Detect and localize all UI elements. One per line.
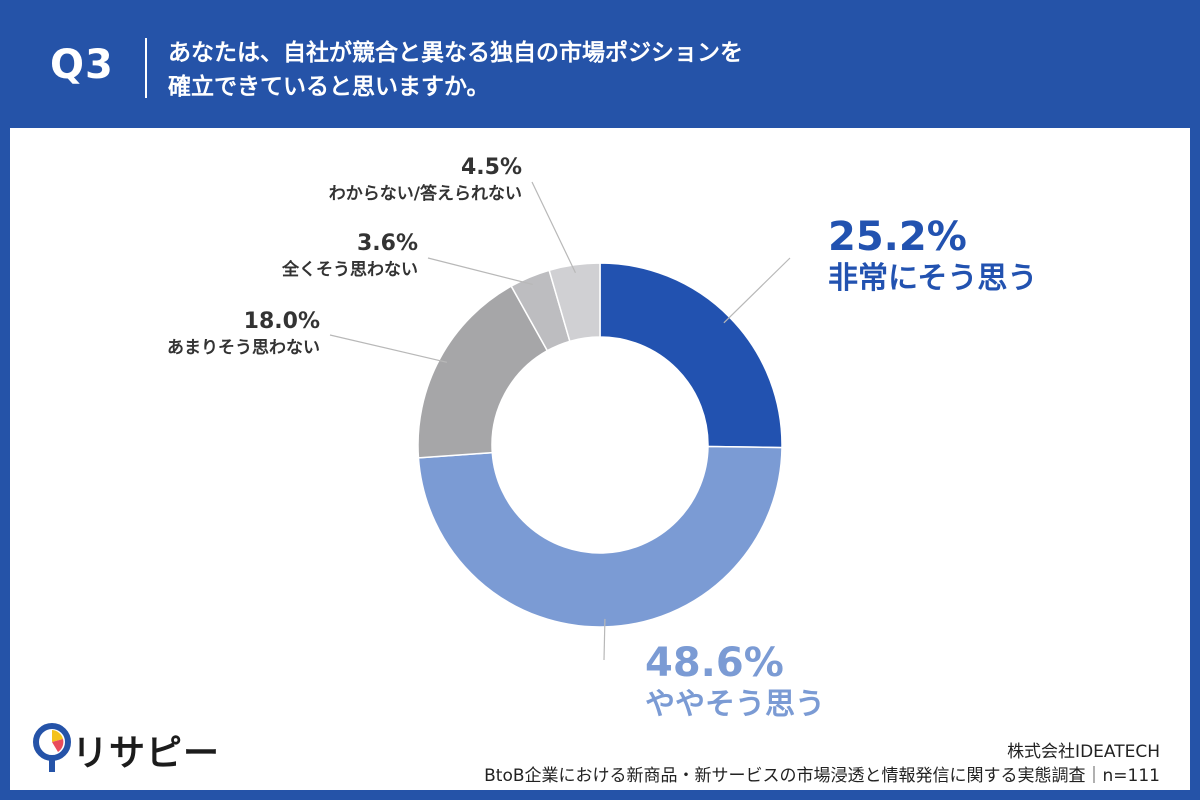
slice-category-label-3: あまりそう思わない — [167, 338, 320, 358]
donut-slice-1 — [599, 262, 783, 449]
chart-panel — [10, 128, 1190, 790]
footer-company: 株式会社IDEATECH — [1007, 742, 1160, 762]
slice-value-label-1: 25.2% — [828, 214, 967, 260]
slice-labels: 25.2%非常にそう思う 48.6%ややそう思う 18.0% あまりそう思わない 3.6… — [167, 155, 1037, 722]
footer-survey: BtoB企業における新商品・新サービスの市場浸透と情報発信に関する実態調査｜n=… — [484, 766, 1160, 786]
slice-value-label-4: 3.6% — [357, 231, 418, 256]
slice-category-label-1: 非常にそう思う — [828, 261, 1037, 296]
brand-logo-text: リサピー — [72, 733, 221, 774]
donut-slices — [417, 262, 783, 628]
donut-slice-5 — [548, 262, 601, 343]
donut-slice-2 — [417, 445, 783, 628]
question-header: Q3 あなたは、自社が競合と異なる独自の市場ポジションを 確立できていると思いま… — [0, 0, 1200, 128]
question-text-line2: 確立できていると思いますか。 — [168, 74, 490, 100]
leader-line-5 — [531, 181, 576, 273]
leader-line-1 — [723, 257, 791, 324]
slice-value-label-3: 18.0% — [244, 309, 320, 334]
slice-value-label-5: 4.5% — [461, 155, 522, 180]
question-text: あなたは、自社が競合と異なる独自の市場ポジションを 確立できていると思いますか。 — [168, 36, 1068, 104]
leader-lines — [329, 181, 791, 661]
slice-value-label-2: 48.6% — [645, 640, 784, 686]
leader-line-4 — [427, 257, 533, 286]
leader-line-3 — [329, 334, 448, 363]
risapi-logo-icon — [33, 723, 71, 772]
slice-category-label-4: 全くそう思わない — [281, 259, 418, 280]
slice-category-label-5: わからない/答えられない — [329, 183, 522, 204]
question-number: Q3 — [50, 42, 114, 88]
question-divider — [145, 38, 147, 98]
slice-category-label-2: ややそう思う — [645, 687, 825, 722]
leader-line-2 — [603, 618, 606, 661]
question-text-line1: あなたは、自社が競合と異なる独自の市場ポジションを — [168, 40, 743, 66]
